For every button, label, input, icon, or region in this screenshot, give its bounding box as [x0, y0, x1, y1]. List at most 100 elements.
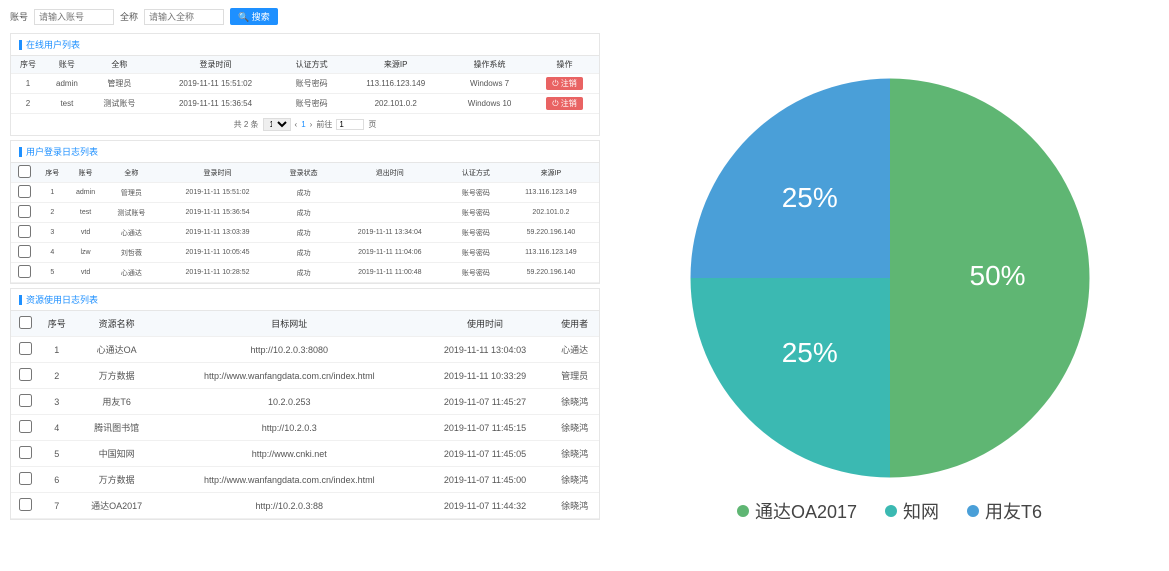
cell: 4 [39, 415, 74, 441]
cell: 成功 [277, 203, 331, 223]
input-account[interactable] [34, 9, 114, 25]
table-row: 4腾讯图书馆http://10.2.0.32019-11-07 11:45:15… [11, 415, 599, 441]
column-header: 使用者 [550, 311, 599, 337]
row-checkbox[interactable] [19, 420, 32, 433]
legend-dot [885, 505, 897, 517]
select-all-checkbox[interactable] [18, 165, 31, 178]
page-prev[interactable]: ‹ [295, 120, 298, 129]
pie-slice [690, 278, 890, 478]
page-goto-input[interactable] [336, 119, 364, 130]
cell: 徐晓鸿 [550, 389, 599, 415]
row-checkbox[interactable] [18, 225, 31, 238]
cell: 心通达 [104, 263, 158, 283]
cell: Windows 7 [449, 74, 530, 94]
cell: 徐晓鸿 [550, 467, 599, 493]
page-goto-label: 前往 [316, 119, 332, 130]
page-size-select[interactable]: 10条/页 [263, 118, 291, 131]
table-row: 7通达OA2017http://10.2.0.3:882019-11-07 11… [11, 493, 599, 519]
row-checkbox[interactable] [18, 265, 31, 278]
row-checkbox[interactable] [19, 446, 32, 459]
table-resource-log: 序号资源名称目标网址使用时间使用者 1心通达OAhttp://10.2.0.3:… [11, 311, 599, 519]
label-account: 账号 [10, 10, 28, 23]
row-checkbox[interactable] [19, 368, 32, 381]
cell: 2 [11, 94, 45, 114]
row-checkbox[interactable] [19, 394, 32, 407]
cell: 账号密码 [449, 263, 503, 283]
column-header: 使用时间 [420, 311, 550, 337]
logout-button[interactable]: ⏻ 注销 [546, 97, 583, 110]
cell: 2019-11-11 10:33:29 [420, 363, 550, 389]
cell: 2019-11-07 11:45:00 [420, 467, 550, 493]
input-name[interactable] [144, 9, 224, 25]
label-name: 全称 [120, 10, 138, 23]
cell: 成功 [277, 243, 331, 263]
page-next[interactable]: › [310, 120, 313, 129]
column-header [11, 163, 38, 183]
cell: 成功 [277, 263, 331, 283]
search-button[interactable]: 🔍 搜索 [230, 8, 278, 25]
cell: 账号密码 [449, 183, 503, 203]
cell: http://10.2.0.3:88 [159, 493, 420, 519]
cell: 心通达 [550, 337, 599, 363]
cell: 59.220.196.140 [503, 263, 599, 283]
logout-button[interactable]: ⏻ 注销 [546, 77, 583, 90]
row-checkbox[interactable] [18, 185, 31, 198]
row-checkbox[interactable] [19, 342, 32, 355]
table-row: 3vtd心通达2019-11-11 13:03:39成功2019-11-11 1… [11, 223, 599, 243]
table-row: 2test测试账号2019-11-11 15:36:54账号密码202.101.… [11, 94, 599, 114]
page-number[interactable]: 1 [301, 120, 305, 129]
cell: 2019-11-07 11:45:15 [420, 415, 550, 441]
cell: 万方数据 [75, 467, 159, 493]
cell: 2019-11-11 15:36:54 [150, 94, 281, 114]
table-online: 序号账号全称登录时间认证方式来源IP操作系统操作 1admin管理员2019-1… [11, 56, 599, 114]
cell: 2019-11-07 11:45:05 [420, 441, 550, 467]
pie-slice [690, 78, 890, 278]
cell: 113.116.123.149 [503, 183, 599, 203]
table-row: 1心通达OAhttp://10.2.0.3:80802019-11-11 13:… [11, 337, 599, 363]
panel-title-resource-log: 资源使用日志列表 [11, 289, 599, 311]
cell: vtd [67, 223, 105, 243]
panel-login-log: 用户登录日志列表 序号账号全称登录时间登录状态退出时间认证方式来源IP 1adm… [10, 140, 600, 284]
cell: http://www.wanfangdata.com.cn/index.html [159, 467, 420, 493]
cell: 2019-11-11 11:00:48 [331, 263, 449, 283]
column-header: 认证方式 [281, 56, 342, 74]
column-header: 目标网址 [159, 311, 420, 337]
pie-slice-label: 25% [782, 337, 838, 369]
cell: 2019-11-11 11:04:06 [331, 243, 449, 263]
cell [331, 203, 449, 223]
cell: 2 [39, 363, 74, 389]
cell: 账号密码 [281, 74, 342, 94]
select-all-checkbox[interactable] [19, 316, 32, 329]
table-row: 2test测试账号2019-11-11 15:36:54成功账号密码202.10… [11, 203, 599, 223]
cell: lzw [67, 243, 105, 263]
row-checkbox[interactable] [19, 498, 32, 511]
table-row: 1admin管理员2019-11-11 15:51:02账号密码113.116.… [11, 74, 599, 94]
cell: http://www.wanfangdata.com.cn/index.html [159, 363, 420, 389]
cell: 测试账号 [104, 203, 158, 223]
cell: 1 [39, 337, 74, 363]
cell: 2019-11-07 11:44:32 [420, 493, 550, 519]
cell: 3 [39, 389, 74, 415]
row-checkbox[interactable] [18, 245, 31, 258]
column-header: 全称 [104, 163, 158, 183]
column-header: 来源IP [503, 163, 599, 183]
panel-title-online: 在线用户列表 [11, 34, 599, 56]
row-checkbox[interactable] [18, 205, 31, 218]
cell: 心通达OA [75, 337, 159, 363]
cell: admin [45, 74, 89, 94]
cell: 3 [38, 223, 67, 243]
legend-item: 通达OA2017 [737, 498, 857, 524]
column-header: 登录时间 [158, 163, 276, 183]
column-header: 操作系统 [449, 56, 530, 74]
cell: 管理员 [104, 183, 158, 203]
cell: 徐晓鸿 [550, 415, 599, 441]
column-header: 资源名称 [75, 311, 159, 337]
cell: 2019-11-11 15:51:02 [150, 74, 281, 94]
panel-online-users: 在线用户列表 序号账号全称登录时间认证方式来源IP操作系统操作 1admin管理… [10, 33, 600, 136]
cell: 万方数据 [75, 363, 159, 389]
search-bar: 账号 全称 🔍 搜索 [4, 4, 606, 29]
row-checkbox[interactable] [19, 472, 32, 485]
cell: 113.116.123.149 [503, 243, 599, 263]
cell: 账号密码 [281, 94, 342, 114]
cell: 通达OA2017 [75, 493, 159, 519]
